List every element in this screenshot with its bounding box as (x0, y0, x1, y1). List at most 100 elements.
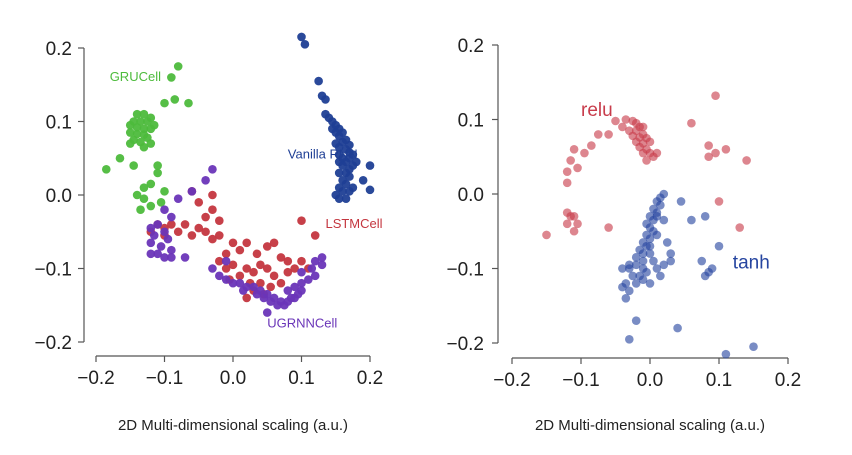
data-point (714, 197, 724, 206)
data-point (662, 238, 672, 247)
data-point (697, 256, 707, 266)
data-point (242, 264, 251, 273)
data-point (153, 220, 162, 229)
data-point (221, 275, 231, 284)
data-point (652, 212, 662, 221)
right-scatter-panel: 0.2 0.1 0.0 −0.1 −0.2 −0.2 −0.1 0.0 0.1 0.2 2D Mul… (446, 36, 801, 434)
data-point (173, 62, 183, 71)
data-point (115, 153, 125, 163)
data-point (173, 194, 183, 203)
data-point (194, 198, 204, 207)
data-point (645, 241, 655, 251)
data-point (283, 267, 293, 277)
data-point (167, 73, 176, 82)
data-point (297, 216, 306, 226)
data-point (642, 156, 651, 165)
data-point (153, 168, 162, 178)
data-point (187, 231, 197, 240)
data-point (314, 76, 323, 86)
data-point (341, 194, 351, 203)
x-tick-label: 0.0 (220, 368, 246, 389)
data-point (215, 256, 224, 266)
data-point (711, 91, 720, 100)
data-point (742, 156, 751, 165)
data-point (562, 167, 572, 176)
data-point (687, 118, 696, 128)
data-point (139, 183, 149, 192)
data-point (160, 205, 169, 214)
data-point (625, 334, 634, 344)
data-point (259, 293, 269, 303)
data-point (149, 231, 159, 240)
data-point (252, 249, 262, 259)
data-point (242, 238, 251, 248)
data-point (621, 294, 631, 303)
data-point (721, 145, 731, 154)
data-point (262, 242, 272, 251)
data-point (276, 278, 286, 288)
y-tick-label: 0.2 (458, 36, 484, 57)
data-point (310, 231, 320, 240)
data-point (101, 164, 111, 174)
data-point (194, 223, 204, 233)
data-point (297, 267, 306, 277)
data-point (235, 278, 245, 288)
data-point (642, 267, 651, 277)
data-point (173, 227, 183, 237)
data-point (125, 128, 135, 137)
data-point (628, 271, 638, 281)
data-point (700, 212, 710, 221)
data-point (317, 260, 327, 270)
data-point (673, 323, 682, 333)
data-point (129, 161, 138, 170)
data-point (659, 260, 669, 270)
data-point (146, 238, 156, 248)
data-point (215, 216, 224, 226)
data-point (334, 142, 344, 152)
data-point (317, 253, 327, 262)
data-point (704, 141, 713, 150)
data-point (180, 253, 190, 262)
data-point (283, 256, 293, 266)
data-point (249, 282, 258, 292)
x-tick-label: −0.1 (562, 370, 600, 391)
data-point (645, 234, 655, 243)
data-point (262, 264, 272, 273)
data-point (676, 197, 686, 206)
data-point (163, 234, 173, 244)
data-point (156, 242, 166, 251)
data-point (146, 249, 156, 259)
data-point (573, 163, 582, 173)
data-point (167, 245, 176, 255)
data-point (215, 271, 224, 281)
data-point (338, 187, 347, 196)
data-point (146, 179, 156, 189)
data-point (125, 120, 135, 130)
x-tick-label: 0.2 (357, 368, 383, 389)
data-point (266, 297, 275, 306)
data-point (290, 264, 299, 273)
x-tick-label: 0.1 (288, 368, 314, 389)
data-point (180, 220, 190, 229)
data-point (208, 205, 217, 214)
y-tick-label: −0.2 (34, 333, 72, 354)
data-point (569, 145, 579, 154)
data-point (566, 156, 575, 165)
data-point (228, 238, 238, 248)
x-axis-label: 2D Multi-dimensional scaling (a.u.) (118, 417, 348, 434)
data-point (721, 349, 731, 359)
data-point (125, 139, 135, 148)
data-point (167, 212, 176, 222)
x-tick-label: −0.2 (493, 370, 531, 391)
data-point (139, 109, 149, 119)
data-point (238, 286, 248, 295)
data-point (345, 187, 354, 196)
data-point (631, 316, 641, 325)
data-point (208, 234, 217, 244)
data-point (310, 256, 320, 266)
data-point (235, 245, 245, 255)
data-point (143, 117, 152, 126)
x-tick-label: 0.1 (706, 370, 732, 391)
data-point (704, 152, 713, 162)
